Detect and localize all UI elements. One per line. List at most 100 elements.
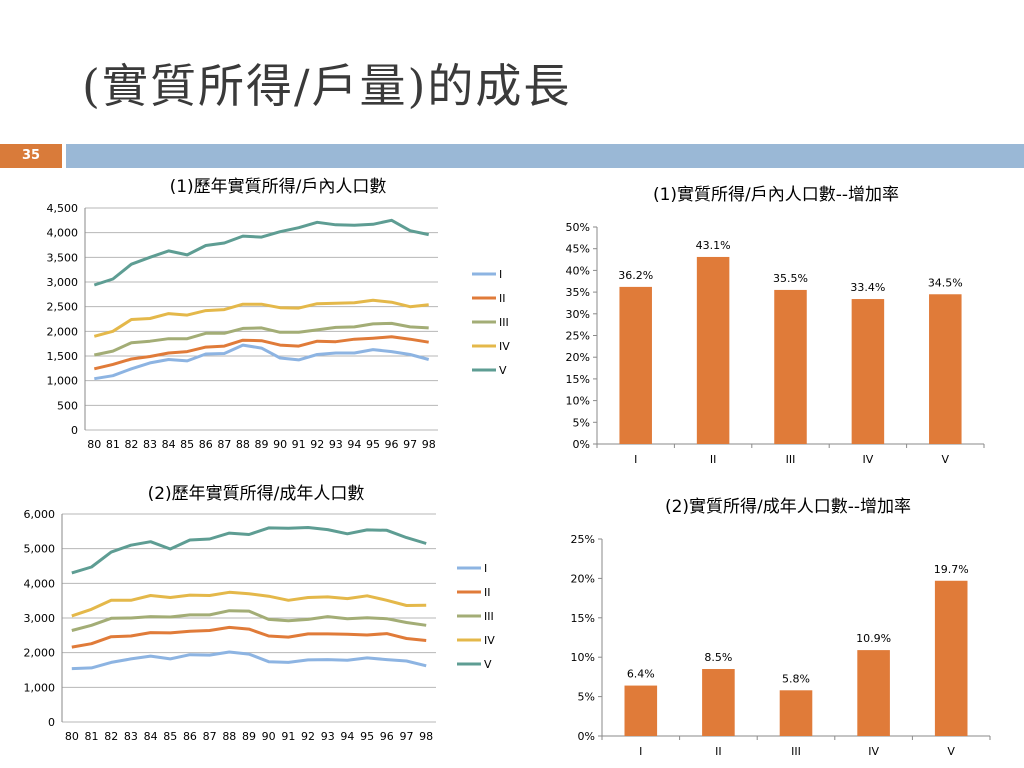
y-tick-label: 30%: [566, 308, 590, 321]
header-accent-bar: [66, 144, 1024, 168]
x-tick-label: 90: [262, 730, 276, 743]
data-label-V: 19.7%: [934, 563, 969, 576]
bar-II: [696, 256, 730, 444]
x-tick-label: 85: [163, 730, 177, 743]
x-tick-label: 95: [360, 730, 374, 743]
y-tick-label: 15%: [566, 373, 590, 386]
x-tick-label: 87: [203, 730, 217, 743]
series-line-IV: [93, 298, 429, 338]
x-tick-label: I: [634, 453, 637, 466]
y-tick-label: 3,000: [47, 276, 79, 289]
chart-title: (2)歷年實質所得/成年人口數: [148, 484, 365, 504]
x-tick-label: 81: [85, 730, 99, 743]
series-line-V: [93, 218, 430, 287]
bar-III: [774, 289, 807, 444]
x-tick-label: II: [715, 745, 722, 758]
y-tick-label: 10%: [566, 395, 590, 408]
x-tick-label: III: [791, 745, 801, 758]
legend-label-V: V: [499, 364, 507, 377]
line-chart-income-per-household-member: (1)歷年實質所得/戶內人口數 0 500 1,000 1,500 2,000 2,500 3…: [47, 177, 511, 451]
y-tick-label: 40%: [566, 264, 590, 277]
x-tick-label: 88: [222, 730, 236, 743]
series-line-I: [71, 650, 427, 671]
y-tick-label: 0: [71, 424, 78, 437]
data-label-IV: 33.4%: [850, 281, 885, 294]
y-tick-label: 50%: [566, 221, 590, 234]
x-tick-label: 91: [292, 438, 306, 451]
x-tick-label: 86: [183, 730, 197, 743]
bar-chart-growth-rate-per-household-member: (1)實質所得/戶內人口數--增加率 0% 5% 10% 15% 20% 25% 30% 35%…: [566, 185, 985, 466]
chart-title: (1)歷年實質所得/戶內人口數: [170, 177, 387, 197]
y-tick-label: 15%: [571, 612, 595, 625]
x-tick-label: V: [942, 453, 950, 466]
x-tick-label: 98: [419, 730, 433, 743]
x-tick-label: 96: [385, 438, 399, 451]
y-tick-label: 20%: [571, 572, 595, 585]
legend-label-II: II: [499, 292, 506, 305]
series-line-III: [71, 609, 427, 632]
legend-label-II: II: [484, 586, 491, 599]
y-tick-label: 4,000: [24, 577, 56, 590]
x-tick-label: III: [786, 453, 796, 466]
data-label-II: 8.5%: [704, 651, 732, 664]
x-tick-label: 85: [180, 438, 194, 451]
data-label-V: 34.5%: [928, 276, 963, 289]
chart-title: (1)實質所得/戶內人口數--增加率: [653, 185, 899, 205]
y-tick-label: 0%: [573, 438, 590, 451]
x-tick-label: 95: [366, 438, 380, 451]
bar-V: [929, 294, 962, 444]
bar-II: [702, 669, 735, 736]
y-tick-label: 45%: [566, 243, 590, 256]
x-tick-label: 93: [329, 438, 343, 451]
x-tick-label: IV: [868, 745, 879, 758]
y-tick-label: 1,000: [24, 681, 56, 694]
bar-III: [779, 690, 813, 736]
y-tick-label: 3,500: [47, 251, 79, 264]
y-tick-label: 2,000: [24, 647, 56, 660]
x-tick-label: 82: [104, 730, 118, 743]
series-line-III: [93, 321, 429, 357]
legend-label-III: III: [484, 610, 494, 623]
y-tick-label: 5%: [573, 416, 590, 429]
x-tick-label: 88: [236, 438, 250, 451]
x-tick-label: 83: [124, 730, 138, 743]
y-tick-label: 35%: [566, 286, 590, 299]
x-tick-label: 94: [340, 730, 354, 743]
data-label-I: 6.4%: [627, 668, 655, 681]
x-tick-label: 89: [242, 730, 256, 743]
x-tick-label: 84: [162, 438, 176, 451]
x-tick-label: 89: [255, 438, 269, 451]
x-tick-label: 97: [399, 730, 413, 743]
legend-label-III: III: [499, 316, 509, 329]
series-line-II: [71, 625, 427, 649]
bar-I: [624, 685, 658, 736]
data-label-IV: 10.9%: [856, 632, 891, 645]
x-tick-label: 90: [273, 438, 287, 451]
x-tick-label: 92: [301, 730, 315, 743]
bar-I: [619, 286, 652, 444]
x-tick-label: 93: [321, 730, 335, 743]
x-tick-label: 98: [422, 438, 436, 451]
x-tick-label: 86: [199, 438, 213, 451]
data-label-III: 35.5%: [773, 272, 808, 285]
legend-label-V: V: [484, 658, 492, 671]
x-tick-label: 94: [347, 438, 361, 451]
y-tick-label: 1,000: [47, 375, 79, 388]
y-tick-label: 5%: [578, 691, 595, 704]
bar-IV: [851, 299, 885, 444]
slide-title: (實質所得/戶量)的成長: [82, 59, 572, 113]
x-tick-label: 81: [106, 438, 120, 451]
y-tick-label: 6,000: [24, 508, 56, 521]
x-tick-label: V: [947, 745, 955, 758]
y-tick-label: 1,500: [47, 350, 79, 363]
legend-label-I: I: [484, 562, 487, 575]
legend-label-IV: IV: [484, 634, 495, 647]
line-chart-income-per-adult: (2)歷年實質所得/成年人口數 0 1,000 2,000 3,000 4,000 5,00…: [24, 484, 496, 743]
x-tick-label: 96: [380, 730, 394, 743]
y-tick-label: 2,000: [47, 325, 79, 338]
series-line-I: [94, 343, 430, 381]
slide-number: 35: [21, 148, 41, 163]
legend-label-IV: IV: [499, 340, 510, 353]
slide-number-bar: [0, 144, 62, 168]
y-tick-label: 0%: [578, 730, 595, 743]
